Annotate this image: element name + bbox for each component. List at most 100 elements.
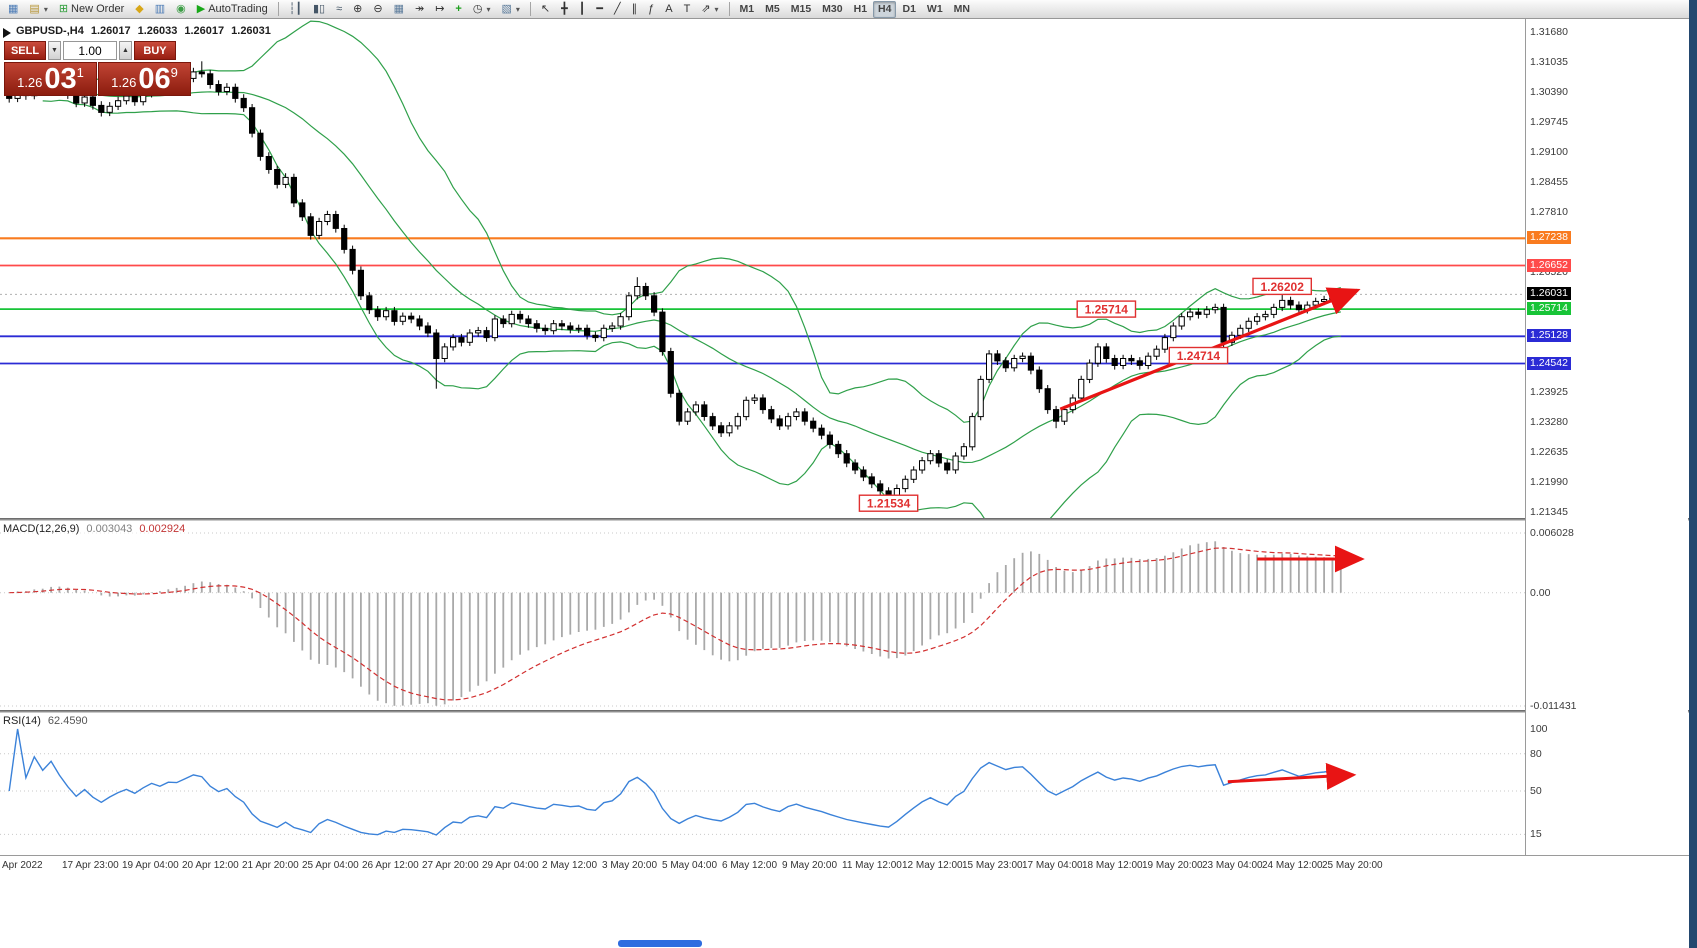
candle <box>617 316 624 327</box>
crosshair-button[interactable]: ╋ <box>556 1 573 18</box>
price-axis-tick: 1.23925 <box>1530 386 1568 399</box>
timeframe-mn-button[interactable]: MN <box>949 1 975 18</box>
zoom-out-button[interactable]: ⊖ <box>368 1 387 18</box>
timeframe-m1-button[interactable]: M1 <box>735 1 760 18</box>
timeframe-m5-button[interactable]: M5 <box>760 1 785 18</box>
candle <box>868 476 875 485</box>
cursor-button[interactable]: ↖ <box>536 1 555 18</box>
panel-splitter[interactable] <box>0 518 1697 521</box>
candle <box>240 97 247 109</box>
buy-price-display[interactable]: 1.26 06 9 <box>98 62 191 96</box>
buy-button[interactable]: BUY <box>134 41 176 60</box>
equidistant-channel-button[interactable]: ∥ <box>627 1 643 18</box>
new-order-button[interactable]: ⊞ New Order <box>54 1 129 18</box>
candle <box>475 330 482 334</box>
candle <box>634 286 641 297</box>
candle <box>1078 378 1085 399</box>
macd-signal-value: 0.002924 <box>139 523 186 535</box>
new-chart-button[interactable]: ▦ <box>3 1 23 18</box>
zoom-in-button[interactable]: ⊕ <box>348 1 367 18</box>
horizontal-line-button[interactable]: ━ <box>591 1 608 18</box>
auto-scroll-button[interactable]: ↠ <box>410 1 429 18</box>
text-label-button[interactable]: T <box>679 1 696 18</box>
chart-shift-button[interactable]: ↦ <box>430 1 449 18</box>
arrows-icon: ⇗ <box>701 2 711 15</box>
price-axis-tick: 1.30390 <box>1530 85 1568 98</box>
timeframe-m30-button-label: M30 <box>822 3 843 15</box>
lot-size-input[interactable] <box>63 41 117 60</box>
rsi-arrow[interactable] <box>1227 762 1357 790</box>
candle <box>659 311 666 353</box>
lot-increase-button[interactable]: ▲ <box>119 41 132 60</box>
lot-decrease-button[interactable]: ▼ <box>48 41 61 60</box>
candle <box>860 469 867 478</box>
price-callout[interactable]: 1.25714 <box>1076 300 1137 318</box>
chart-window-icon: ▥ <box>154 2 166 15</box>
text-label-icon: T <box>683 2 691 15</box>
tile-windows-button[interactable]: ▦ <box>389 1 409 18</box>
indicators-button[interactable]: + <box>450 1 466 18</box>
expert-advisors-button[interactable]: ◆ <box>130 1 148 18</box>
candle <box>1103 346 1110 359</box>
macd-indicator-panel[interactable]: MACD(12,26,9) 0.003043 0.002924 <box>0 521 1525 710</box>
timeframe-d1-button[interactable]: D1 <box>897 1 920 18</box>
panel-splitter[interactable] <box>0 710 1697 713</box>
chevron-down-icon[interactable]: ▾ <box>515 4 520 14</box>
candlestick-chart-button[interactable]: ▮▯ <box>308 1 330 18</box>
timeframe-m30-button[interactable]: M30 <box>817 1 847 18</box>
periods-button[interactable]: ◷ ▾ <box>468 1 496 18</box>
sell-button[interactable]: SELL <box>4 41 46 60</box>
rsi-value: 62.4590 <box>47 715 88 727</box>
price-axis-tick: 1.31680 <box>1530 26 1568 38</box>
chevron-down-icon[interactable]: ▾ <box>714 4 719 14</box>
toolbar-separator <box>529 2 531 16</box>
arrows-button[interactable]: ⇗ ▾ <box>696 1 723 18</box>
profiles-button[interactable]: ▤ ▾ <box>24 1 52 18</box>
chevron-down-icon[interactable]: ▾ <box>486 4 491 14</box>
price-callout[interactable]: 1.26202 <box>1252 277 1312 296</box>
timeframe-w1-button[interactable]: W1 <box>922 1 948 18</box>
candle <box>1128 358 1135 362</box>
autotrading-button[interactable]: ▶ AutoTrading <box>192 1 273 18</box>
trendline-button[interactable]: ╱ <box>609 1 626 18</box>
rsi-indicator-panel[interactable]: RSI(14) 62.4590 <box>0 713 1525 855</box>
line-chart-button[interactable]: ≈ <box>331 1 347 18</box>
data-window-button[interactable]: ◉ <box>171 1 191 18</box>
bar-chart-button[interactable]: ┆┃ <box>284 1 307 18</box>
timeframe-mn-button-label: MN <box>953 3 971 15</box>
time-axis-label: 20 Apr 12:00 <box>182 860 239 871</box>
chart-window-button[interactable]: ▥ <box>150 1 170 18</box>
timeframe-h4-button[interactable]: H4 <box>873 0 897 18</box>
chevron-down-icon[interactable]: ▾ <box>43 4 48 14</box>
price-axis-tag: 1.25128 <box>1527 329 1571 343</box>
timeframe-h1-button[interactable]: H1 <box>849 1 872 18</box>
candle <box>575 327 582 330</box>
sell-price-big-digits: 03 <box>44 63 77 95</box>
price-callout[interactable]: 1.21534 <box>858 494 919 512</box>
candle <box>517 313 524 320</box>
one-click-panel-toggle[interactable] <box>3 28 11 38</box>
price-chart[interactable]: 1.25714 1.26202 1.24714 1.21534 <box>0 19 1525 518</box>
timeframe-m15-button-label: M15 <box>790 3 812 15</box>
timeframe-h4-button-label: H4 <box>878 3 892 15</box>
candle <box>642 286 649 297</box>
fibonacci-button[interactable]: ƒ <box>643 1 659 18</box>
price-chart-panel[interactable]: 1.25714 1.26202 1.24714 1.21534 GBPUSD-,H4 … <box>0 19 1525 518</box>
horizontal-scrollbar[interactable] <box>618 940 702 947</box>
time-axis-label: 26 Apr 12:00 <box>362 860 419 871</box>
timeframe-m15-button[interactable]: M15 <box>786 1 816 18</box>
text-icon: A <box>665 2 673 15</box>
candle <box>960 446 967 457</box>
sell-price-display[interactable]: 1.26 03 1 <box>4 62 97 96</box>
macd-name: MACD(12,26,9) <box>3 523 80 535</box>
templates-button[interactable]: ▧ ▾ <box>496 1 524 18</box>
candle <box>1178 316 1185 327</box>
vertical-line-button[interactable]: ┃ <box>574 1 591 18</box>
svg-text:1.24714: 1.24714 <box>1177 349 1221 363</box>
time-axis-label: 19 Apr 04:00 <box>122 860 179 871</box>
candle <box>491 318 498 339</box>
candle <box>835 443 842 455</box>
candle <box>651 295 658 313</box>
price-callout[interactable]: 1.24714 <box>1168 346 1229 365</box>
text-button[interactable]: A <box>660 1 677 18</box>
